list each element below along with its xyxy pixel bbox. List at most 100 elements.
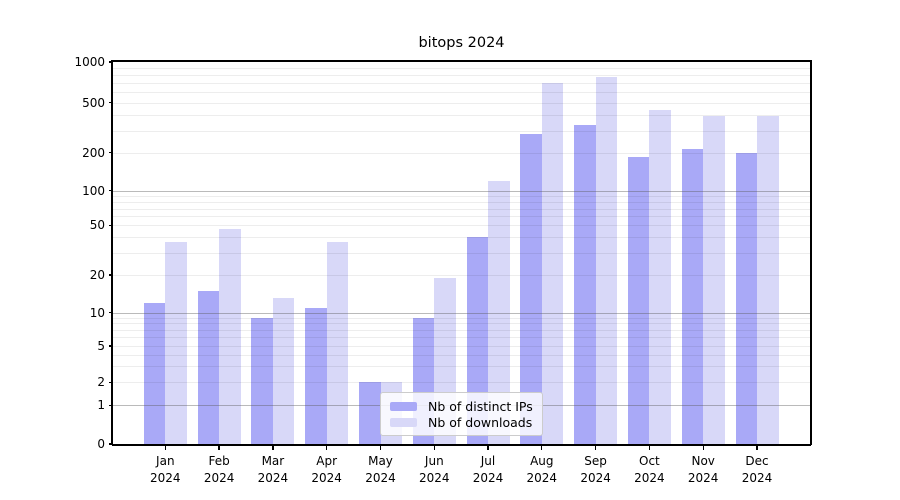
- x-tick-year: 2024: [741, 470, 773, 485]
- major-gridline: [113, 190, 810, 192]
- minor-gridline: [113, 208, 810, 210]
- legend-label: Nb of distinct IPs: [428, 399, 533, 414]
- minor-gridline: [113, 354, 810, 356]
- x-tick-year: 2024: [419, 470, 450, 485]
- x-tick-label-nov: Nov 2024: [672, 453, 734, 486]
- minor-gridline: [113, 196, 810, 197]
- bar-distinct-ips-dec: [735, 152, 757, 444]
- bar-downloads-feb: [219, 228, 241, 444]
- minor-gridline: [113, 114, 810, 116]
- y-tick-label: 50: [89, 218, 105, 233]
- x-tick-year: 2024: [311, 470, 342, 485]
- y-tick-mark: [108, 224, 113, 226]
- bar-distinct-ips-aug: [520, 134, 542, 444]
- y-tick-mark: [108, 274, 113, 276]
- x-tick-year: 2024: [257, 470, 289, 485]
- bar-distinct-ips-mar: [251, 317, 273, 444]
- minor-gridline: [113, 130, 810, 132]
- x-tick-label-aug: Aug 2024: [511, 453, 573, 486]
- minor-gridline: [113, 329, 810, 331]
- x-tick-label-jan: Jan 2024: [134, 453, 196, 486]
- legend: Nb of distinct IPs Nb of downloads: [380, 392, 543, 436]
- y-tick-label: 5: [97, 339, 105, 353]
- y-tick-mark: [108, 61, 113, 63]
- minor-gridline: [113, 317, 810, 319]
- bottom-spine: [112, 444, 811, 446]
- legend-swatch-distinct-ips: [390, 401, 417, 412]
- bar-downloads-mar: [272, 298, 295, 444]
- x-tick-label-may: May 2024: [350, 453, 412, 486]
- x-tick-mark: [164, 445, 166, 451]
- x-tick-label-oct: Oct 2024: [618, 453, 680, 486]
- gridlines-layer: [113, 62, 810, 444]
- bars-layer: [113, 62, 810, 444]
- x-tick-label-apr: Apr 2024: [296, 453, 358, 486]
- y-tick-label: 100: [82, 183, 105, 198]
- minor-gridline: [113, 216, 810, 218]
- x-tick-year: 2024: [472, 470, 504, 485]
- bar-distinct-ips-may: [359, 382, 381, 444]
- x-tick-mark: [756, 445, 758, 451]
- y-tick-mark: [108, 345, 113, 347]
- x-tick-year: 2024: [580, 470, 611, 485]
- minor-gridline: [113, 83, 810, 84]
- x-tick-mark: [702, 445, 704, 451]
- y-tick-label: 10: [89, 305, 105, 320]
- minor-gridline: [113, 346, 810, 347]
- x-tick-label-sep: Sep 2024: [565, 453, 627, 486]
- bar-downloads-oct: [649, 109, 671, 444]
- bar-distinct-ips-oct: [627, 156, 650, 444]
- y-tick-label: 20: [89, 267, 105, 282]
- bar-distinct-ips-jan: [143, 302, 166, 444]
- y-tick-mark: [108, 102, 113, 104]
- minor-gridline: [113, 252, 810, 254]
- x-tick-year: 2024: [526, 470, 558, 485]
- legend-item-downloads: Nb of downloads: [390, 415, 533, 430]
- bar-downloads-jul: [488, 180, 510, 444]
- minor-gridline: [113, 366, 810, 368]
- legend-swatch-downloads: [390, 417, 417, 428]
- x-tick-mark: [487, 445, 489, 451]
- y-tick-label: 0: [97, 437, 105, 451]
- x-tick-mark: [433, 445, 435, 451]
- y-tick-mark: [108, 190, 113, 192]
- x-tick-mark: [272, 445, 274, 451]
- y-tick-mark: [108, 151, 113, 154]
- bar-downloads-sep: [595, 76, 618, 444]
- left-spine: [111, 60, 113, 446]
- plot-area: [111, 60, 812, 446]
- bar-distinct-ips-nov: [681, 148, 704, 444]
- y-tick-mark: [108, 312, 113, 314]
- minor-gridline: [113, 274, 810, 276]
- x-tick-label-feb: Feb 2024: [188, 453, 250, 486]
- y-tick-mark: [108, 404, 113, 406]
- major-gridline: [113, 312, 810, 314]
- x-tick-year: 2024: [634, 470, 665, 485]
- minor-gridline: [113, 75, 810, 77]
- bar-downloads-nov: [703, 116, 725, 444]
- bar-distinct-ips-apr: [305, 307, 327, 444]
- minor-gridline: [113, 102, 810, 104]
- x-tick-label-jul: Jul 2024: [457, 453, 519, 486]
- bar-downloads-aug: [541, 83, 564, 444]
- y-tick-mark: [108, 381, 113, 383]
- legend-label: Nb of downloads: [428, 415, 533, 430]
- bar-downloads-jan: [165, 241, 187, 444]
- x-tick-mark: [541, 445, 543, 451]
- top-spine: [112, 60, 811, 62]
- minor-gridline: [113, 225, 810, 227]
- y-tick-mark: [108, 443, 113, 445]
- y-tick-label: 1000: [74, 55, 105, 69]
- minor-gridline: [113, 237, 810, 239]
- minor-gridline: [113, 323, 810, 325]
- legend-item-distinct-ips: Nb of distinct IPs: [390, 399, 533, 414]
- minor-gridline: [113, 382, 810, 384]
- bar-distinct-ips-sep: [574, 125, 596, 444]
- x-tick-label-dec: Dec 2024: [726, 453, 788, 486]
- x-tick-mark: [326, 445, 328, 451]
- minor-gridline: [113, 152, 810, 154]
- y-tick-label: 2: [97, 375, 105, 390]
- x-tick-year: 2024: [203, 470, 235, 485]
- x-tick-year: 2024: [687, 470, 719, 485]
